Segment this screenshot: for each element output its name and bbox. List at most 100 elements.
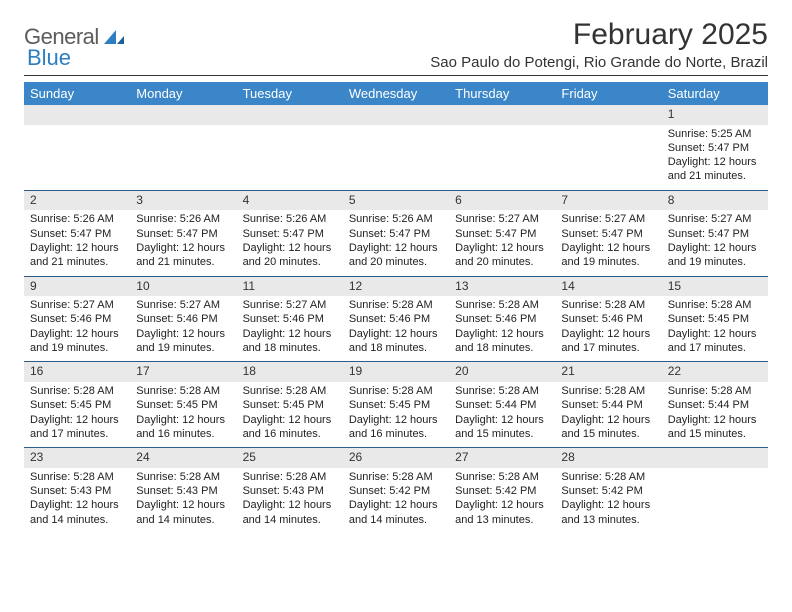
day-detail: Daylight: 12 hours <box>243 413 337 427</box>
day-detail: Sunrise: 5:27 AM <box>668 212 762 226</box>
day-number: 22 <box>662 362 768 382</box>
day-cell: 6Sunrise: 5:27 AMSunset: 5:47 PMDaylight… <box>449 191 555 276</box>
day-detail: Daylight: 12 hours <box>561 327 655 341</box>
day-cell: 3Sunrise: 5:26 AMSunset: 5:47 PMDaylight… <box>130 191 236 276</box>
title-block: February 2025 Sao Paulo do Potengi, Rio … <box>430 18 768 71</box>
day-detail: Sunrise: 5:28 AM <box>668 384 762 398</box>
day-detail: Daylight: 12 hours <box>668 327 762 341</box>
day-detail: Daylight: 12 hours <box>30 498 124 512</box>
day-detail: Sunrise: 5:28 AM <box>561 298 655 312</box>
day-cell <box>130 105 236 190</box>
day-detail: Sunset: 5:45 PM <box>136 398 230 412</box>
day-detail: Sunrise: 5:26 AM <box>349 212 443 226</box>
day-detail: Sunset: 5:46 PM <box>136 312 230 326</box>
day-detail: and 16 minutes. <box>349 427 443 441</box>
day-detail: Sunrise: 5:28 AM <box>455 384 549 398</box>
day-detail: Sunrise: 5:26 AM <box>243 212 337 226</box>
day-cell: 25Sunrise: 5:28 AMSunset: 5:43 PMDayligh… <box>237 448 343 533</box>
day-cell: 5Sunrise: 5:26 AMSunset: 5:47 PMDaylight… <box>343 191 449 276</box>
day-detail: Daylight: 12 hours <box>243 241 337 255</box>
day-number <box>237 105 343 125</box>
day-number <box>343 105 449 125</box>
day-detail: and 14 minutes. <box>30 513 124 527</box>
logo-sail-icon <box>102 28 126 46</box>
day-detail: Daylight: 12 hours <box>136 327 230 341</box>
day-detail: Daylight: 12 hours <box>349 327 443 341</box>
day-detail: Daylight: 12 hours <box>243 498 337 512</box>
day-detail: Sunrise: 5:28 AM <box>561 470 655 484</box>
day-number: 18 <box>237 362 343 382</box>
day-detail: Daylight: 12 hours <box>561 413 655 427</box>
day-cell <box>24 105 130 190</box>
day-detail: and 15 minutes. <box>561 427 655 441</box>
day-number <box>555 105 661 125</box>
day-detail: Daylight: 12 hours <box>349 498 443 512</box>
day-number: 2 <box>24 191 130 211</box>
day-detail: Daylight: 12 hours <box>136 413 230 427</box>
day-number: 9 <box>24 277 130 297</box>
day-cell: 11Sunrise: 5:27 AMSunset: 5:46 PMDayligh… <box>237 277 343 362</box>
day-number: 8 <box>662 191 768 211</box>
day-cell <box>449 105 555 190</box>
dow-saturday: Saturday <box>662 82 768 105</box>
month-title: February 2025 <box>430 18 768 52</box>
day-detail: and 18 minutes. <box>455 341 549 355</box>
day-detail: Daylight: 12 hours <box>455 241 549 255</box>
day-detail: Sunset: 5:43 PM <box>136 484 230 498</box>
day-detail: Daylight: 12 hours <box>455 413 549 427</box>
day-cell: 17Sunrise: 5:28 AMSunset: 5:45 PMDayligh… <box>130 362 236 447</box>
day-detail: Sunset: 5:42 PM <box>561 484 655 498</box>
day-detail: and 19 minutes. <box>561 255 655 269</box>
day-cell: 8Sunrise: 5:27 AMSunset: 5:47 PMDaylight… <box>662 191 768 276</box>
day-detail: Sunrise: 5:28 AM <box>30 384 124 398</box>
day-detail: Sunset: 5:45 PM <box>243 398 337 412</box>
day-number: 1 <box>662 105 768 125</box>
day-detail: Sunrise: 5:27 AM <box>243 298 337 312</box>
dow-thursday: Thursday <box>449 82 555 105</box>
day-cell: 27Sunrise: 5:28 AMSunset: 5:42 PMDayligh… <box>449 448 555 533</box>
weeks-container: 1 Sunrise: 5:25 AM Sunset: 5:47 PM Daylight… <box>24 105 768 533</box>
day-detail: Sunrise: 5:28 AM <box>349 298 443 312</box>
day-detail: Sunset: 5:46 PM <box>243 312 337 326</box>
day-cell: 14Sunrise: 5:28 AMSunset: 5:46 PMDayligh… <box>555 277 661 362</box>
day-detail: Sunrise: 5:28 AM <box>668 298 762 312</box>
day-detail: Daylight: 12 hours <box>136 498 230 512</box>
day-detail: Sunset: 5:44 PM <box>668 398 762 412</box>
dow-tuesday: Tuesday <box>237 82 343 105</box>
day-detail: and 14 minutes. <box>136 513 230 527</box>
days-of-week-header: Sunday Monday Tuesday Wednesday Thursday… <box>24 82 768 105</box>
day-cell: 15Sunrise: 5:28 AMSunset: 5:45 PMDayligh… <box>662 277 768 362</box>
day-detail: Daylight: 12 hours <box>455 498 549 512</box>
day-number: 13 <box>449 277 555 297</box>
day-cell: 16Sunrise: 5:28 AMSunset: 5:45 PMDayligh… <box>24 362 130 447</box>
day-detail: Sunset: 5:46 PM <box>561 312 655 326</box>
day-number: 10 <box>130 277 236 297</box>
day-detail: and 14 minutes. <box>243 513 337 527</box>
day-detail: Daylight: 12 hours <box>561 241 655 255</box>
day-number: 15 <box>662 277 768 297</box>
day-detail: and 14 minutes. <box>349 513 443 527</box>
day-detail: and 15 minutes. <box>455 427 549 441</box>
day-cell: 20Sunrise: 5:28 AMSunset: 5:44 PMDayligh… <box>449 362 555 447</box>
dow-sunday: Sunday <box>24 82 130 105</box>
day-detail: Sunset: 5:47 PM <box>349 227 443 241</box>
day-detail: Sunrise: 5:26 AM <box>136 212 230 226</box>
day-detail: Daylight: 12 hours <box>30 241 124 255</box>
day-cell: 12Sunrise: 5:28 AMSunset: 5:46 PMDayligh… <box>343 277 449 362</box>
day-detail: and 19 minutes. <box>136 341 230 355</box>
day-detail: Sunset: 5:45 PM <box>668 312 762 326</box>
day-detail: Sunrise: 5:28 AM <box>349 384 443 398</box>
day-detail: Sunrise: 5:27 AM <box>561 212 655 226</box>
day-detail: Sunrise: 5:28 AM <box>455 298 549 312</box>
day-number: 25 <box>237 448 343 468</box>
day-detail: Sunrise: 5:25 AM <box>668 127 762 141</box>
day-number: 19 <box>343 362 449 382</box>
dow-wednesday: Wednesday <box>343 82 449 105</box>
day-cell <box>555 105 661 190</box>
day-number: 21 <box>555 362 661 382</box>
day-detail: Sunset: 5:46 PM <box>30 312 124 326</box>
day-detail: and 21 minutes. <box>136 255 230 269</box>
week-row: 1Sunrise: 5:25 AMSunset: 5:47 PMDaylight… <box>24 105 768 190</box>
day-cell: 18Sunrise: 5:28 AMSunset: 5:45 PMDayligh… <box>237 362 343 447</box>
day-detail: Sunset: 5:47 PM <box>668 227 762 241</box>
